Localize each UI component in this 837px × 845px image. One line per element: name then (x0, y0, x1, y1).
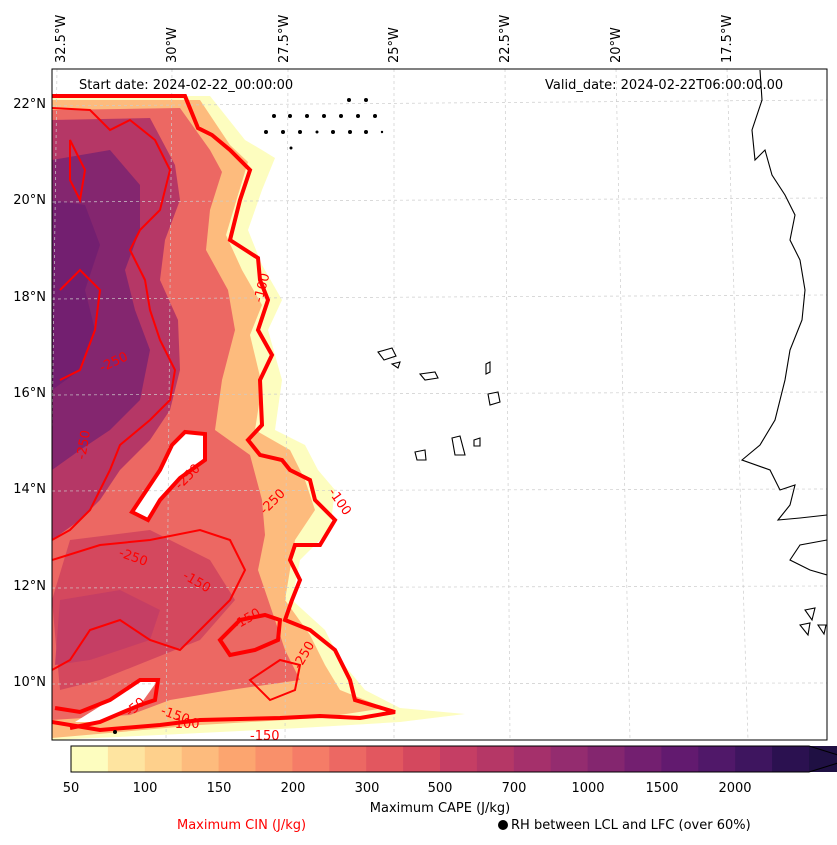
valid-date-label: Valid_date: 2024-02-22T06:00:00.00 (545, 78, 784, 93)
colorbar-segment (107, 746, 146, 772)
cin-contour-250-d (248, 658, 302, 702)
lon-label: 22.5°W (498, 14, 513, 63)
cape-band-700-south (55, 590, 160, 665)
colorbar-segment (403, 746, 441, 772)
colorbar-outline (70, 745, 837, 773)
cape-verde-santiago (451, 435, 466, 456)
colorbar-segment (772, 746, 810, 772)
lat-label: 22°N (13, 97, 46, 112)
lat-label: 12°N (13, 579, 46, 594)
colorbar-segment (218, 746, 256, 772)
lat-label: 20°N (13, 193, 46, 208)
contour-label: -150 (250, 729, 280, 744)
colorbar-tick-label: 100 (132, 781, 158, 796)
colorbar-tick-label: 1500 (645, 781, 679, 796)
lat-label: 14°N (13, 482, 46, 497)
colorbar-segment (255, 746, 293, 772)
colorbar-segment (587, 746, 625, 772)
cin-contour-100-hole (129, 429, 207, 523)
colorbar-segment (366, 746, 404, 772)
cape-verde-sal (485, 361, 491, 375)
colorbar-title: Maximum CAPE (J/kg) (369, 801, 511, 816)
contour-label: -250 (74, 429, 94, 461)
lon-label: 30°W (165, 27, 180, 63)
cin-contour-250-e (69, 139, 87, 204)
lat-label: 10°N (13, 675, 46, 690)
colorbar-segment (698, 746, 736, 772)
africa-coastline-south (789, 539, 827, 576)
rh-legend: RH between LCL and LFC (over 60%) (498, 818, 751, 833)
colorbar-segment (440, 746, 478, 772)
colorbar-segment (550, 746, 589, 772)
contour-label: -100 (251, 272, 273, 304)
colorbar-segment (71, 746, 109, 772)
lon-label: 25°W (387, 27, 402, 63)
map-gridlines (52, 69, 827, 740)
colorbar-tick-label: 50 (62, 781, 80, 796)
cape-field (52, 96, 465, 740)
colorbar-segment (329, 746, 367, 772)
lon-label: 17.5°W (720, 14, 735, 63)
colorbar-segment (624, 746, 662, 772)
colorbar-tick-label: 500 (427, 781, 453, 796)
cape-verde-fogo (414, 449, 427, 461)
cin-contour-250-a (52, 107, 177, 541)
cape-verde-santo-antao (377, 347, 397, 361)
colorbar-tick-label: 1000 (571, 781, 605, 796)
cin-legend-label: Maximum CIN (J/kg) (177, 818, 307, 833)
cape-clear-patch-south (75, 680, 158, 722)
colorbar-tick-label: 300 (354, 781, 380, 796)
cape-band-1500 (52, 200, 100, 390)
colorbar (70, 745, 837, 773)
lon-label: 32.5°W (54, 14, 69, 63)
cin-contour-250-c (52, 528, 247, 671)
lat-label: 16°N (13, 386, 46, 401)
rh-marker-icon (498, 820, 508, 830)
colorbar-tick-label: 200 (280, 781, 306, 796)
start-date-label: Start date: 2024-02-22_00:00:00 (79, 78, 294, 93)
africa-coastline (740, 69, 827, 521)
colorbar-segment (735, 746, 773, 772)
colorbar-segment (181, 746, 220, 772)
colorbar-segment (144, 746, 183, 772)
colorbar-tick-label: 2000 (718, 781, 752, 796)
contour-label: -100 (170, 717, 200, 732)
colorbar-tick-label: 150 (206, 781, 232, 796)
cape-verde-boa-vista (487, 391, 501, 406)
cin-contour-250-b (59, 268, 102, 381)
colorbar-segment (661, 746, 699, 772)
colorbar-segment (513, 746, 552, 772)
colorbar-tick-label: 700 (501, 781, 527, 796)
cape-clear-patch (132, 432, 205, 520)
lat-label: 18°N (13, 290, 46, 305)
cin-contour-100 (52, 94, 396, 733)
lon-label: 20°W (609, 27, 624, 63)
colorbar-segment (292, 746, 330, 772)
cape-verde-maio (473, 437, 481, 447)
lon-label: 27.5°W (277, 14, 292, 63)
cin-contour-100-mid (217, 612, 283, 658)
cape-verde-sao-vicente (390, 361, 401, 369)
cape-verde-sao-nicolau (418, 371, 439, 381)
rh-legend-label: RH between LCL and LFC (over 60%) (511, 818, 751, 833)
cin-contour-100-south (54, 678, 161, 730)
rh-markers (113, 98, 384, 734)
coastlines (377, 69, 827, 637)
colorbar-segment (476, 746, 515, 772)
cin-contours (52, 94, 396, 733)
map-frame (51, 68, 828, 741)
bijagos-islands (799, 607, 827, 637)
